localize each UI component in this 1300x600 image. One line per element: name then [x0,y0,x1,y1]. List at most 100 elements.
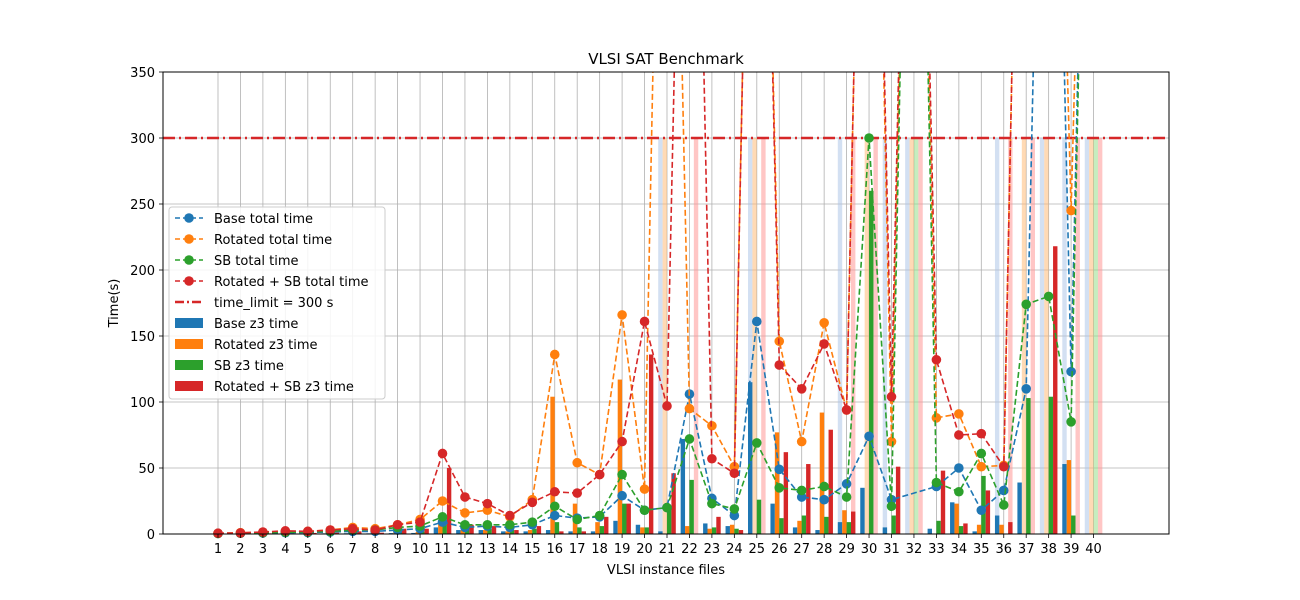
legend-bar-swatch [175,318,203,328]
z3-time-bar [424,528,429,534]
total-time-marker [662,502,672,513]
total-time-marker [796,384,807,394]
timeout-shade-bar [748,138,753,534]
total-time-marker [549,501,560,512]
timeout-shade-bar [1039,138,1045,534]
x-tick-label: 30 [861,542,878,557]
z3-time-bar [837,522,843,534]
total-time-marker [594,469,605,480]
z3-time-bar [1008,522,1013,534]
total-time-marker [886,436,897,447]
z3-time-bar [532,528,537,534]
x-tick-label: 16 [546,542,563,557]
timeout-shade-bar [1021,138,1027,534]
z3-time-bar [958,526,964,534]
total-time-marker [482,498,493,509]
z3-time-bar [685,526,690,534]
timeout-shade-bar [1089,138,1094,534]
timeout-shade-bar [1062,138,1067,534]
z3-time-bar [491,526,497,534]
z3-time-bar [806,464,811,534]
x-tick-label: 39 [1063,542,1080,557]
z3-time-bar [658,531,663,534]
total-time-marker [213,528,223,539]
z3-time-bar [289,532,295,534]
z3-time-bar [792,527,798,534]
legend-label: Rotated + SB total time [214,275,369,290]
total-time-marker [617,310,627,320]
z3-time-bar [895,466,901,534]
total-time-marker [729,461,740,472]
total-time-marker [931,477,942,488]
total-time-marker [954,486,964,497]
total-time-marker [819,339,829,349]
z3-time-bar [595,522,600,534]
total-time-marker [886,501,897,512]
x-tick-label: 27 [793,542,810,557]
total-time-marker [729,510,740,521]
axis-ticks: 1 2 3 4 5 6 7 8 9 10 11 12 13 14 15 16 17 18 19 20 21 22 23 24 2… [130,66,1102,557]
z3-time-bar [505,531,510,534]
total-time-marker [684,403,695,414]
z3-time-bar [402,528,407,534]
timeout-shade-bar [837,138,843,534]
timeout-shade-bar [882,138,888,534]
x-tick-label: 20 [636,542,653,557]
total-time-marker [572,514,582,525]
x-tick-label: 4 [281,542,289,557]
total-time-marker [729,468,740,479]
z3-time-bar [994,515,1000,534]
total-time-marker [280,526,291,536]
z3-time-bar [801,515,807,534]
z3-time-bar [379,532,384,534]
total-time-marker [819,318,829,328]
x-tick-label: 12 [457,542,474,557]
x-tick-label: 18 [591,542,608,557]
total-time-marker [639,316,650,327]
z3-time-bar [703,523,708,534]
x-tick-label: 28 [816,542,833,557]
x-tick-label: 22 [681,542,698,557]
total-time-marker [1021,384,1031,394]
z3-time-bar [581,531,586,534]
z3-time-bar [842,510,847,534]
z3-time-bar [954,503,959,534]
x-tick-label: 10 [412,542,429,557]
legend-label: SB total time [214,254,299,269]
z3-time-bar [550,396,555,534]
legend-bar-swatch [175,360,203,370]
z3-time-bar [738,530,744,534]
z3-time-bar [536,526,542,534]
total-time-marker [347,523,358,534]
total-time-marker [707,498,717,509]
total-time-marker [437,512,448,522]
total-time-marker [976,428,987,439]
z3-time-bar [976,524,982,534]
timeout-shade-bar [909,138,914,534]
total-time-marker [819,481,829,492]
chart-title: VLSI SAT Benchmark [588,50,744,68]
legend-label: Rotated z3 time [214,338,318,353]
z3-time-bar [1048,396,1054,534]
y-tick-label: 50 [138,462,155,477]
total-time-marker [549,486,560,497]
x-tick-label: 34 [951,542,968,557]
z3-time-bar [869,190,874,535]
total-time-marker [572,488,582,498]
total-time-marker [594,510,605,521]
timeout-shade-bar [1093,138,1098,534]
x-tick-label: 35 [973,542,990,557]
z3-time-bar [446,468,452,534]
timeout-shade-bar [905,138,910,534]
z3-time-bar [671,473,676,534]
total-time-marker [505,519,515,530]
total-time-marker [752,316,762,327]
total-time-marker [437,496,448,506]
legend-marker-swatch [184,276,194,286]
x-tick-label: 3 [259,542,267,557]
total-time-marker [931,354,942,365]
total-time-marker [819,494,829,505]
legend: Base total time Rotated total time SB tota… [168,206,386,400]
z3-time-bar [456,530,461,534]
x-tick-label: 2 [236,542,244,557]
